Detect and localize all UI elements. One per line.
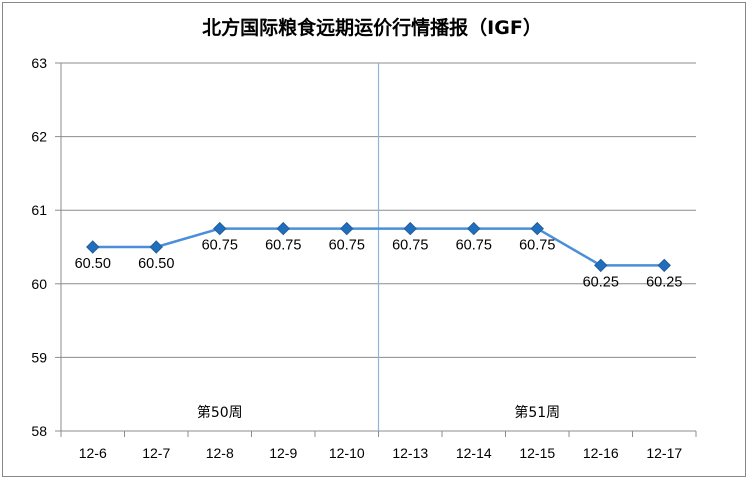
- week-label: 第50周: [197, 404, 243, 421]
- y-tick-label: 59: [31, 349, 47, 365]
- data-labels: 60.50 60.50 60.75 60.75 60.75 60.75 60.75 60.75…: [75, 238, 683, 291]
- x-tick-label: 12-13: [392, 445, 428, 461]
- data-point-marker: [403, 221, 417, 236]
- data-point-marker: [530, 221, 544, 236]
- week-annotations: 第50周 第51周: [197, 404, 560, 421]
- x-tick-labels: 12-6 12-7 12-8 12-9 12-10 12-13 12-14 12-15 12-1…: [79, 445, 683, 461]
- data-label: 60.50: [75, 256, 111, 272]
- x-tick-label: 12-16: [583, 445, 619, 461]
- data-label: 60.25: [583, 274, 619, 290]
- data-label: 60.75: [519, 238, 555, 254]
- week-label: 第51周: [514, 404, 560, 421]
- data-label: 60.75: [265, 238, 301, 254]
- data-point-marker: [657, 258, 671, 273]
- data-label: 60.75: [392, 238, 428, 254]
- y-tick-label: 58: [31, 423, 47, 439]
- series-polyline: [92, 227, 665, 267]
- data-label: 60.25: [646, 274, 682, 290]
- data-markers: [86, 221, 671, 273]
- y-tick-label: 61: [31, 202, 47, 218]
- data-point-marker: [213, 221, 227, 236]
- x-tick-label: 12-10: [329, 445, 365, 461]
- chart-title: 北方国际粮食远期运价行情播报（IGF）: [202, 16, 542, 39]
- x-tick-label: 12-15: [519, 445, 555, 461]
- data-point-marker: [467, 221, 481, 236]
- data-point-marker: [340, 221, 354, 236]
- x-tick-label: 12-17: [646, 445, 682, 461]
- data-point-marker: [276, 221, 290, 236]
- data-point-marker: [594, 258, 608, 273]
- chart-frame: [2, 2, 746, 477]
- data-label: 60.75: [329, 238, 365, 254]
- y-tick-labels: 58 59 60 61 62 63: [31, 55, 47, 439]
- data-label: 60.75: [456, 238, 492, 254]
- y-tick-label: 63: [31, 55, 47, 71]
- y-tick-label: 60: [31, 276, 47, 292]
- x-tick-label: 12-14: [456, 445, 492, 461]
- series-line: [92, 227, 665, 267]
- x-tick-label: 12-9: [269, 445, 297, 461]
- x-tick-label: 12-7: [142, 445, 170, 461]
- data-point-marker: [149, 240, 163, 254]
- data-label: 60.50: [138, 256, 174, 272]
- x-tick-label: 12-8: [206, 445, 234, 461]
- x-tick-label: 12-6: [79, 445, 107, 461]
- y-tick-label: 62: [31, 129, 47, 145]
- data-point-marker: [86, 240, 100, 254]
- data-label: 60.75: [202, 238, 238, 254]
